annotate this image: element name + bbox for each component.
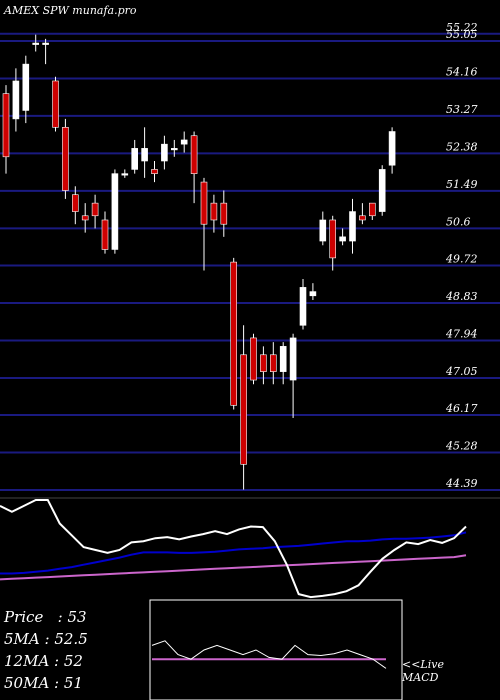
price-stat: Price : 53	[4, 608, 87, 626]
candle-up	[111, 173, 119, 250]
indicator-panel	[0, 499, 467, 599]
candle-up	[131, 148, 138, 170]
candle-down	[240, 354, 247, 465]
macd-label: <<Live MACD	[402, 658, 444, 684]
candle-up	[121, 173, 129, 176]
candle-up	[299, 287, 307, 326]
candle-up	[289, 337, 297, 381]
candle-up	[279, 346, 287, 372]
ma5-stat: 5MA : 52.5	[4, 630, 88, 648]
candle-up	[42, 42, 49, 45]
price-tick-label: 45.28	[445, 440, 478, 453]
price-tick-label: 50.6	[446, 215, 471, 228]
candle-down	[72, 194, 79, 212]
white-line	[0, 499, 467, 599]
candle-up	[388, 131, 396, 166]
candle-down	[101, 219, 109, 250]
candle-up	[339, 236, 346, 242]
macd-inset-box	[149, 599, 403, 700]
stat-value: 52	[63, 652, 83, 670]
price-tick-label: 47.94	[445, 327, 478, 340]
candle-down	[329, 219, 337, 259]
candle-down	[250, 337, 257, 381]
candle-down	[220, 202, 228, 225]
live-label: <<Live	[402, 658, 444, 671]
candle-down	[230, 261, 237, 406]
candle-down	[260, 354, 267, 372]
candle-down	[151, 169, 158, 174]
violet-line	[0, 554, 467, 581]
candle-down	[269, 354, 277, 372]
candle-up	[171, 148, 178, 151]
price-tick-label: 49.72	[445, 252, 478, 265]
candle-up	[180, 139, 188, 145]
candle-down	[368, 202, 376, 217]
macd-inset	[151, 640, 387, 669]
macd-line	[151, 640, 387, 669]
ma12-stat: 12MA : 52	[4, 652, 83, 670]
price-tick-label: 48.83	[445, 290, 478, 303]
stat-label: Price	[4, 608, 44, 626]
candle-down	[210, 202, 218, 221]
stat-label: 50MA	[4, 674, 50, 692]
price-tick-label: 53.27	[446, 103, 478, 116]
candle-up	[319, 219, 327, 242]
chart-title: AMEX SPW munafa.pro	[4, 4, 137, 17]
candle-up	[32, 42, 40, 45]
price-tick-label: 51.49	[446, 178, 478, 191]
price-tick-label: 44.39	[445, 477, 478, 490]
candle-down	[62, 127, 69, 191]
price-tick-label: 46.17	[445, 402, 478, 415]
macd-title: MACD	[402, 671, 439, 684]
candle-up	[22, 63, 30, 111]
candle-down	[81, 215, 89, 221]
price-tick-label: 55.22	[446, 21, 478, 34]
price-tick-label: 55.05	[446, 28, 478, 41]
price-tick-label: 47.05	[445, 365, 478, 378]
stat-label: 5MA	[4, 630, 40, 648]
candle-down	[2, 93, 10, 158]
candlesticks	[2, 34, 396, 490]
ma50-stat: 50MA : 51	[4, 674, 83, 692]
stat-value: 53	[67, 608, 87, 626]
candle-down	[190, 135, 198, 174]
stat-value: 52.5	[54, 630, 88, 648]
price-grid	[0, 32, 500, 491]
price-tick-label: 52.38	[446, 140, 478, 153]
price-tick-label: 54.16	[446, 65, 478, 78]
candle-down	[359, 215, 366, 221]
candle-up	[12, 80, 20, 120]
candle-up	[378, 169, 386, 212]
candle-down	[91, 202, 99, 217]
candle-down	[200, 181, 208, 225]
blue-line	[0, 531, 467, 575]
stat-label: 12MA	[4, 652, 50, 670]
candle-up	[141, 148, 148, 162]
candle-up	[309, 291, 317, 297]
candle-up	[349, 211, 356, 242]
stat-value: 51	[63, 674, 83, 692]
candle-down	[52, 80, 59, 128]
candle-up	[161, 143, 168, 162]
